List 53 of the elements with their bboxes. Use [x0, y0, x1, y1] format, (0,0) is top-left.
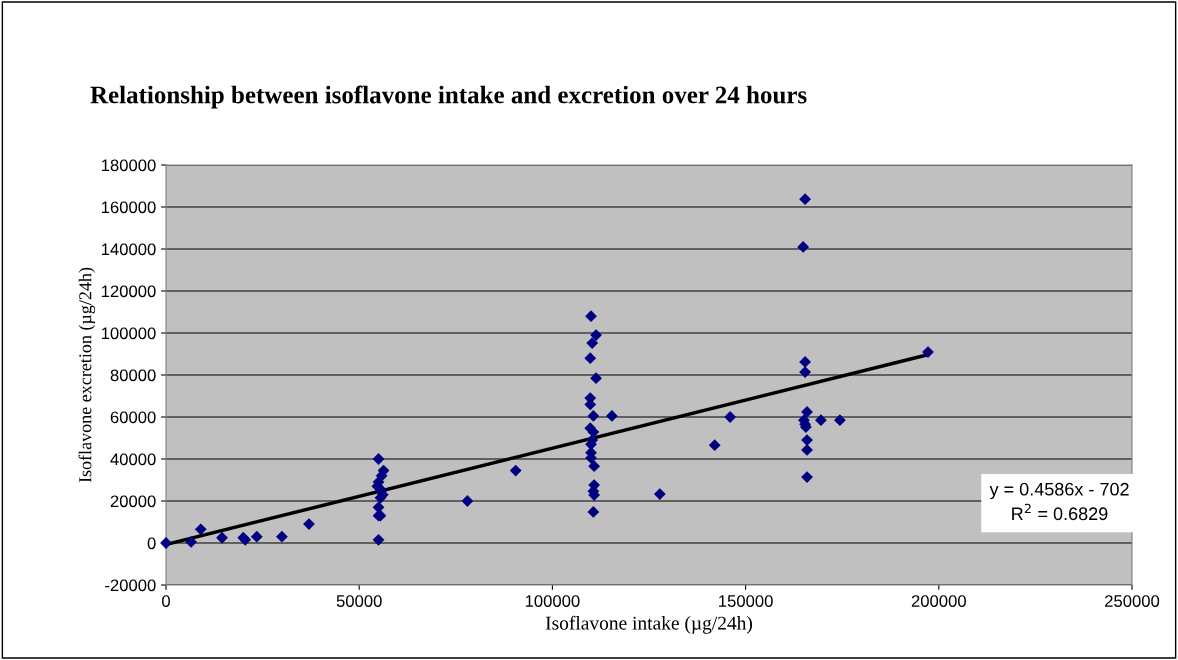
point [372, 453, 385, 465]
y-tick-label: 40000 [110, 453, 156, 466]
point [653, 488, 666, 500]
point [590, 372, 602, 385]
point [461, 495, 474, 507]
y-tick-label: 180000 [101, 159, 156, 172]
point [250, 530, 263, 543]
point [185, 536, 198, 548]
x-tick-label: 250000 [1105, 595, 1160, 607]
point [590, 329, 602, 341]
point [922, 346, 934, 358]
y-tick-label: 80000 [110, 369, 156, 382]
point [276, 530, 288, 543]
y-tick-label: 60000 [110, 411, 156, 424]
y-axis-title: Isoflavone excretion (µg/24h) [78, 267, 96, 483]
point [801, 434, 813, 446]
point [585, 310, 597, 323]
point [194, 523, 207, 536]
point [815, 414, 827, 427]
x-tick-label: 100000 [525, 595, 580, 607]
point [584, 352, 597, 365]
point [799, 193, 811, 206]
point [799, 356, 811, 368]
chart-title: Relationship between isoflavone intake and excretion over 24 hours [90, 85, 807, 109]
point [588, 460, 601, 473]
y-tick-label: 100000 [101, 327, 156, 340]
point [708, 439, 721, 452]
annotation: y = 0.4586x - 702 [989, 482, 1129, 500]
point [372, 533, 385, 546]
point [799, 366, 811, 378]
point [833, 414, 846, 427]
annotation: R$^{2}$ = 0.6829 [1012, 503, 1108, 521]
x-tick-label: 150000 [719, 595, 773, 607]
x-tick-label: 200000 [911, 595, 966, 607]
point [216, 531, 228, 544]
y-tick-label: 140000 [101, 243, 156, 256]
point [606, 410, 618, 422]
x-axis-title: Isoflavone intake (µg/24h) [545, 615, 753, 634]
point [586, 337, 599, 349]
x-tick-label: 0 [162, 595, 170, 607]
y-tick-label: 0 [147, 537, 156, 550]
point [160, 537, 172, 549]
point [724, 411, 737, 423]
x-tick-label: 50000 [336, 595, 382, 607]
point [509, 464, 522, 477]
y-tick-label: 20000 [110, 495, 156, 508]
point [797, 241, 810, 253]
y-tick-label: 160000 [101, 201, 156, 214]
point [587, 506, 600, 518]
point [587, 410, 600, 422]
y-tick-label: 120000 [101, 285, 156, 298]
point [303, 518, 315, 530]
y-tick-label: -20000 [105, 579, 156, 592]
